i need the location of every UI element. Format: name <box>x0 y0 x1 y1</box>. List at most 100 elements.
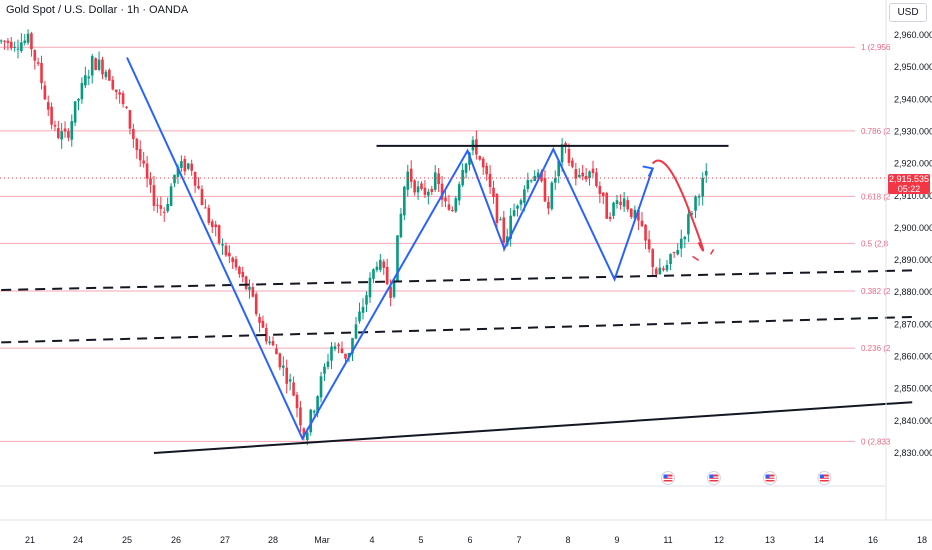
candle-body <box>193 171 197 186</box>
candle-body <box>547 201 550 209</box>
candle-body <box>258 316 261 323</box>
candle-body <box>437 173 440 185</box>
candle-body <box>254 294 258 315</box>
candle-body <box>676 250 679 255</box>
candle-body <box>138 149 142 161</box>
candle-body <box>0 40 3 42</box>
fib-level-label: 0 (2,833 <box>861 437 891 446</box>
candle-body <box>285 367 289 384</box>
candle-body <box>626 200 630 210</box>
flag-stripe <box>819 478 829 480</box>
y-tick-label: 2,890.000 <box>894 255 932 265</box>
current-price-badge: 2,915.535 05:22 <box>888 174 930 194</box>
candle-body <box>605 193 609 219</box>
candle-body <box>690 213 694 215</box>
fib-level-label: 0.618 (2 <box>861 192 891 201</box>
x-tick-label: 7 <box>516 535 521 545</box>
candle-body <box>550 182 554 209</box>
dashed-trendline <box>1 269 913 291</box>
candle-body <box>481 158 485 168</box>
candle-body <box>598 186 602 195</box>
candle-body <box>588 171 591 179</box>
fib-level-label: 0.786 (2 <box>861 127 891 136</box>
candle-body <box>278 353 282 368</box>
candle-body <box>478 156 482 160</box>
candle-body <box>60 131 63 140</box>
candle-body <box>375 266 379 271</box>
y-tick-label: 2,880.000 <box>894 287 932 297</box>
candle-body <box>70 121 74 140</box>
candle-body <box>612 202 615 216</box>
candle-body <box>560 144 564 163</box>
candle-body <box>379 259 382 270</box>
us-economic-event-icon <box>706 471 721 485</box>
candle-body <box>403 186 406 216</box>
candle-body <box>251 287 255 297</box>
candle-body <box>132 128 135 140</box>
candle-body <box>658 267 662 275</box>
x-tick-label: 24 <box>73 535 83 545</box>
candle-body <box>183 159 187 172</box>
candle-body <box>523 189 526 203</box>
flag-stripe <box>765 476 775 478</box>
candle-body <box>108 69 111 81</box>
x-tick-label: 5 <box>418 535 423 545</box>
x-tick-label: 21 <box>25 535 35 545</box>
y-tick-label: 2,870.000 <box>894 319 932 329</box>
candle-body <box>271 341 275 346</box>
candle-body <box>637 209 640 221</box>
candle-body <box>591 168 595 174</box>
candle-body <box>50 106 53 125</box>
candle-body <box>543 178 547 202</box>
x-tick-label: 6 <box>467 535 472 545</box>
candle-body <box>389 286 392 298</box>
candle-body <box>577 174 581 177</box>
candle-body <box>406 171 410 190</box>
candle-body <box>80 83 84 100</box>
candle-body <box>492 187 495 198</box>
fib-level-label: 0.236 (2 <box>861 344 891 353</box>
candle-body <box>553 178 557 183</box>
candle-body <box>372 269 375 279</box>
candle-body <box>595 172 598 186</box>
candle-body <box>640 220 644 227</box>
candle-body <box>173 174 176 184</box>
candle-body <box>619 201 622 205</box>
candle-body <box>53 125 57 127</box>
candle-body <box>125 106 128 109</box>
y-tick-label: 2,900.000 <box>894 223 932 233</box>
y-tick-label: 2,950.000 <box>894 62 932 72</box>
candle-body <box>77 98 80 101</box>
x-tick-label: 14 <box>814 535 824 545</box>
candle-body <box>654 268 658 275</box>
flag-stripe <box>709 478 719 480</box>
candle-body <box>288 379 292 382</box>
candle-body <box>571 160 574 167</box>
candle-body <box>162 211 166 213</box>
candle-body <box>662 268 665 271</box>
fib-level-label: 0.5 (2,8 <box>861 239 889 248</box>
candle-body <box>152 185 156 206</box>
candle-body <box>30 33 33 50</box>
symbol-title: Gold Spot / U.S. Dollar · 1h · OANDA <box>6 4 189 16</box>
candle-body <box>73 101 77 123</box>
candle-body <box>697 196 701 198</box>
flag-stripe <box>663 478 673 480</box>
candle-body <box>221 244 224 246</box>
candle-body <box>413 180 416 193</box>
candle-body <box>306 432 309 441</box>
y-tick-label: 2,860.000 <box>894 352 932 362</box>
flag-stripe <box>709 476 719 478</box>
currency-button[interactable]: USD <box>889 3 927 22</box>
candle-body <box>190 163 193 171</box>
candle-body <box>526 180 530 190</box>
candle-body <box>169 186 173 206</box>
candle-body <box>43 85 47 100</box>
candle-body <box>268 341 271 344</box>
candle-body <box>365 295 368 305</box>
x-tick-label: 28 <box>268 535 278 545</box>
candle-body <box>608 216 612 219</box>
candle-body <box>447 204 451 210</box>
candle-body <box>186 163 190 169</box>
